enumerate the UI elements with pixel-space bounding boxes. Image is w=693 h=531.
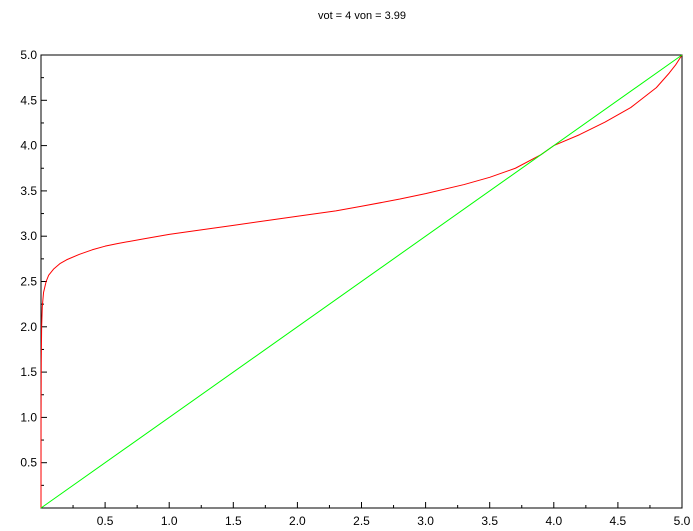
chart-title: vot = 4 von = 3.99 [318,10,406,22]
y-tick-label: 0.5 [20,456,37,470]
y-tick-labels: 0.5 1.0 1.5 2.0 2.5 3.0 3.5 4.0 4.5 5.0 [20,48,37,470]
y-tick-label: 2.5 [20,275,37,289]
x-tick-label: 4.5 [610,514,627,528]
x-tick-label: 3.5 [481,514,498,528]
x-tick-label: 1.5 [225,514,242,528]
y-tick-label: 5.0 [20,48,37,62]
y-tick-label: 1.0 [20,410,37,424]
y-tick-label: 2.0 [20,320,37,334]
y-tick-label: 3.5 [20,184,37,198]
y-tick-label: 4.5 [20,93,37,107]
axis-ticks [41,54,683,508]
green-diagonal-series [40,54,683,509]
y-tick-label: 4.0 [20,139,37,153]
x-tick-label: 4.0 [545,514,562,528]
x-tick-labels: 0.5 1.0 1.5 2.0 2.5 3.0 3.5 4.0 4.5 5.0 [97,514,691,528]
x-tick-label: 1.0 [161,514,178,528]
x-tick-label: 3.0 [417,514,434,528]
x-tick-label: 5.0 [674,514,691,528]
x-tick-label: 0.5 [97,514,114,528]
red-curve-series [40,54,683,509]
y-tick-label: 1.5 [20,365,37,379]
x-tick-label: 2.0 [289,514,306,528]
y-tick-label: 3.0 [20,229,37,243]
x-tick-label: 2.5 [353,514,370,528]
series-group [40,54,683,509]
